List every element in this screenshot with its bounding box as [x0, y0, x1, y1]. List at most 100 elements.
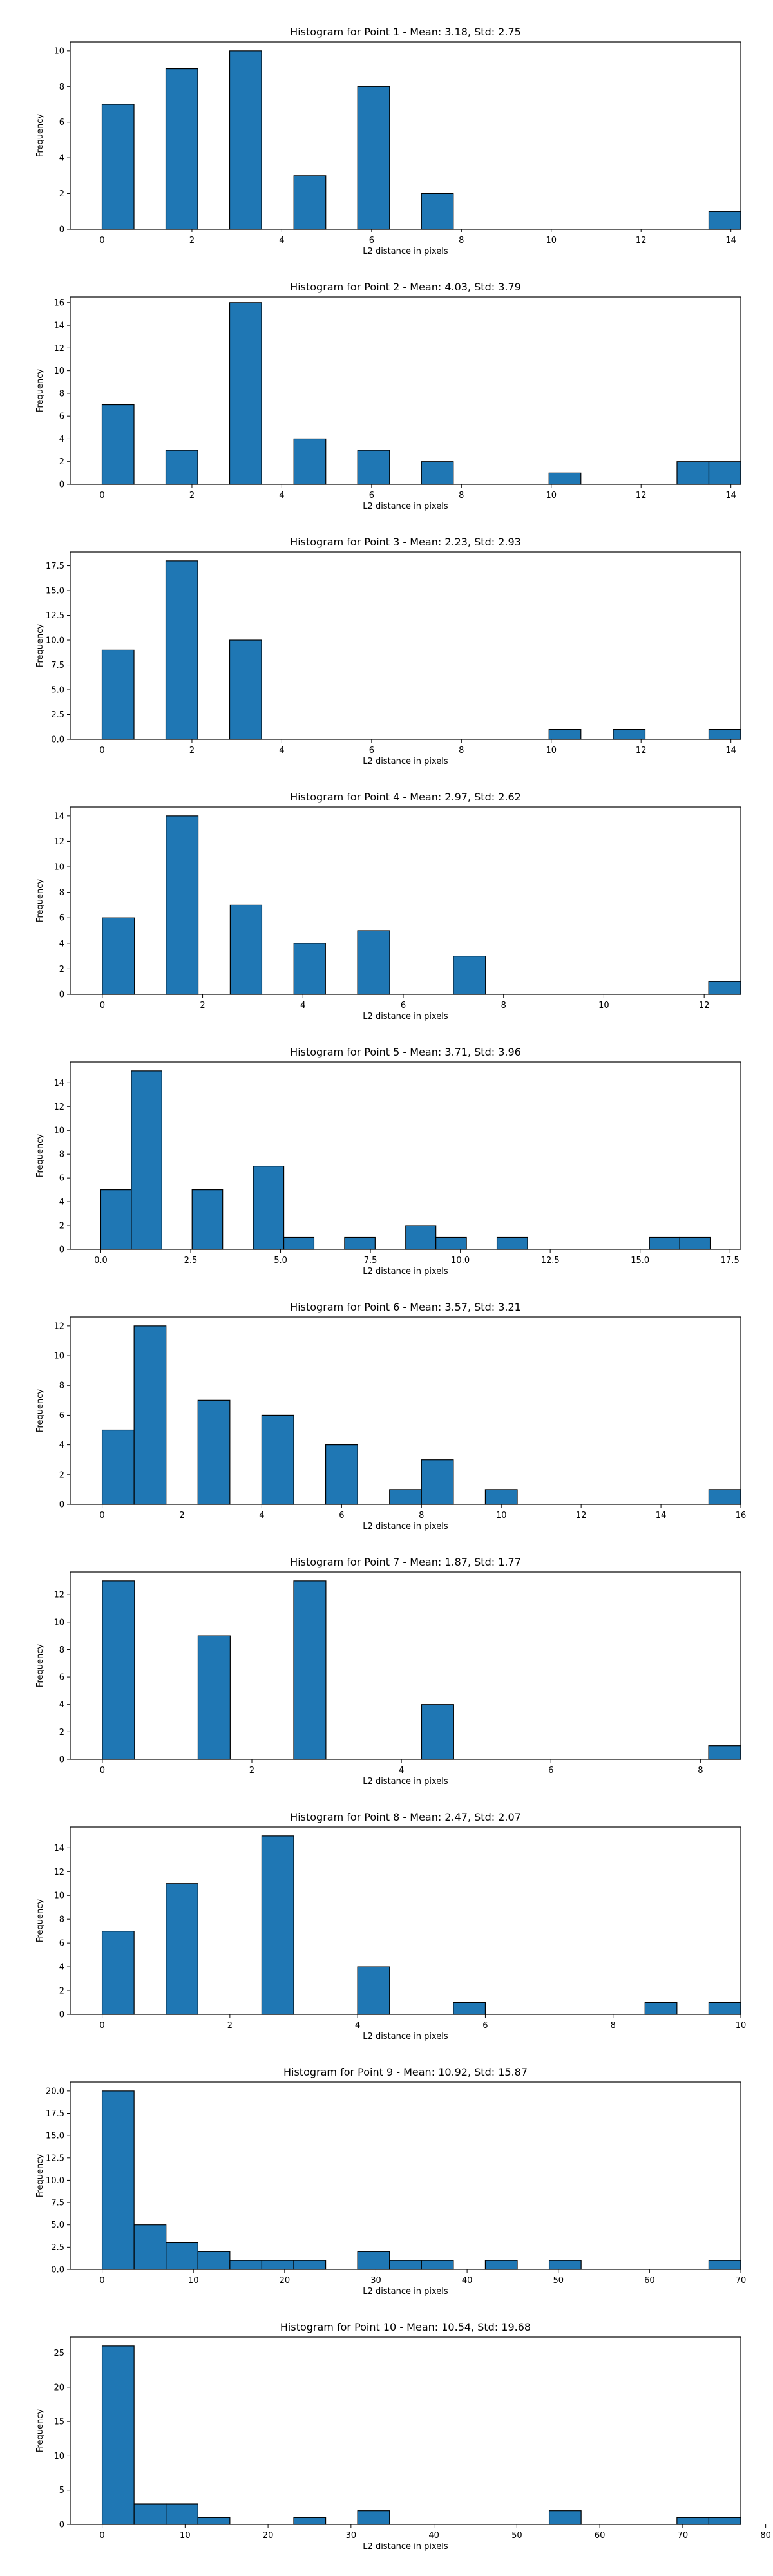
histogram-bar [165, 450, 198, 485]
histogram-bars [101, 2345, 741, 2525]
y-tick-label: 0 [59, 2011, 64, 2020]
histogram-bar [101, 649, 135, 740]
histogram-bar [421, 461, 454, 485]
y-tick-label: 2.5 [51, 2243, 64, 2253]
y-axis-label: Frequency [35, 1644, 45, 1687]
axes-frame [70, 1571, 741, 1760]
histogram-panel-4: 0 2 4 6 8 10 12 0 2 4 6 8 10 12 14 Histogram for Point … [0, 766, 773, 1021]
histogram-bar [101, 1931, 135, 2015]
histogram-bars [101, 302, 741, 485]
x-tick-label: 0 [100, 1766, 105, 1776]
chart-title: Histogram for Point 4 - Mean: 2.97, Std:… [290, 791, 521, 803]
axes-frame [70, 1061, 741, 1250]
x-tick-label: 70 [678, 2531, 689, 2541]
histogram-bar [229, 2260, 263, 2270]
y-tick-label: 2 [59, 1987, 64, 1996]
chart-title: Histogram for Point 1 - Mean: 3.18, Std:… [290, 26, 521, 38]
histogram-bar [548, 2260, 582, 2270]
y-tick-label: 7.5 [51, 661, 64, 670]
x-tick-label: 30 [346, 2531, 357, 2541]
histogram-bar [133, 2224, 167, 2270]
y-tick-label: 15.0 [46, 2132, 64, 2141]
chart-title: Histogram for Point 8 - Mean: 2.47, Std:… [290, 1811, 521, 1823]
histogram-svg: 0 10 20 30 40 50 60 70 80 0 5 10 15 20 25 Histogram for… [35, 2321, 771, 2551]
y-tick-label: 0 [59, 480, 64, 490]
histogram-bar [421, 2260, 454, 2270]
x-tick-label: 0 [100, 1001, 105, 1010]
x-tick-label: 8 [459, 491, 464, 500]
histogram-bar [389, 1489, 422, 1505]
histogram-bar [548, 729, 582, 740]
histogram-bar [101, 104, 135, 230]
y-axis-label: Frequency [35, 1389, 45, 1432]
histogram-bars [102, 1580, 741, 1760]
histogram-bar [293, 2517, 327, 2525]
x-tick-label: 10 [598, 1001, 609, 1010]
y-tick-label: 0 [59, 225, 64, 235]
x-tick-label: 8 [459, 236, 464, 245]
x-axis-label: L2 distance in pixels [363, 2032, 448, 2041]
x-tick-label: 6 [401, 1001, 406, 1010]
histogram-bar [100, 1189, 132, 1250]
histogram-bar [679, 1236, 711, 1250]
histogram-bar [101, 404, 135, 485]
histogram-panel-8: 0 2 4 6 8 10 0 2 4 6 8 10 12 14 Histogram for Point 8 … [0, 1786, 773, 2041]
histogram-bar [165, 560, 198, 740]
histogram-bar [708, 1745, 741, 1760]
histogram-svg: 0 2 4 6 8 10 12 14 0 2 4 6 8 10 12 14 16 Histogram for Po… [35, 281, 741, 511]
y-tick-label: 10 [53, 46, 64, 56]
histogram-bar [166, 1883, 198, 2015]
x-tick-label: 10 [546, 236, 557, 245]
chart-title: Histogram for Point 9 - Mean: 10.92, Std… [283, 2066, 528, 2078]
y-tick-label: 10 [53, 1618, 64, 1627]
x-tick-label: 0 [99, 491, 104, 500]
histogram-bar [253, 1166, 285, 1250]
x-tick-label: 8 [501, 1001, 506, 1010]
histogram-svg: 0.0 2.5 5.0 7.5 10.0 12.5 15.0 17.5 0 2 4 6 8 10 12 14 H… [35, 1046, 741, 1276]
y-tick-label: 10 [53, 1126, 64, 1136]
x-tick-label: 10 [188, 2276, 199, 2286]
y-tick-label: 12 [53, 1868, 64, 1877]
x-tick-label: 70 [736, 2276, 747, 2286]
histogram-bar [293, 943, 326, 995]
histogram-bar [165, 68, 198, 230]
histogram-bar [166, 2503, 198, 2525]
histogram-panel-9: 0 10 20 30 40 50 60 70 0.0 2.5 5.0 7.5 10.0 12.5 15.0 1… [0, 2041, 773, 2296]
y-tick-label: 14 [53, 811, 64, 821]
x-tick-label: 30 [370, 2276, 381, 2286]
axes-frame [70, 2336, 741, 2525]
histogram-bar [101, 2090, 135, 2270]
y-tick-label: 20 [53, 2383, 64, 2392]
x-tick-label: 0 [99, 236, 104, 245]
histogram-svg: 0 10 20 30 40 50 60 70 0.0 2.5 5.0 7.5 10.0 12.5 15.0 1… [35, 2066, 747, 2296]
axes-frame [70, 41, 741, 230]
histogram-bar [357, 2510, 390, 2525]
axes-frame [70, 1826, 741, 2015]
histogram-bar [676, 461, 710, 485]
x-tick-label: 20 [280, 2276, 291, 2286]
histogram-bar [293, 1580, 327, 1760]
histogram-bar [102, 1580, 135, 1760]
histogram-bar [133, 2503, 167, 2525]
y-tick-label: 2 [59, 1470, 64, 1480]
histogram-bar [548, 472, 582, 485]
x-tick-label: 40 [428, 2531, 439, 2541]
histogram-bar [197, 2251, 231, 2270]
histogram-bar [435, 1236, 467, 1250]
histogram-svg: 0 2 4 6 8 0 2 4 6 8 10 12 Histogram for Point 7 - Me… [35, 1556, 741, 1786]
y-tick-label: 0.0 [51, 2266, 64, 2275]
axes-frame [70, 2081, 741, 2270]
histogram-bar [649, 1236, 680, 1250]
y-tick-label: 14 [53, 321, 64, 331]
histogram-bar [197, 1635, 231, 1760]
y-tick-label: 4 [59, 1441, 64, 1450]
x-tick-label: 60 [595, 2531, 606, 2541]
histogram-bar [708, 461, 741, 485]
histogram-panel-2: 0 2 4 6 8 10 12 14 0 2 4 6 8 10 12 14 16 Histogram for Po… [0, 256, 773, 511]
histogram-bar [357, 450, 390, 485]
x-tick-label: 2 [189, 746, 195, 755]
y-tick-label: 8 [59, 888, 64, 898]
x-tick-label: 16 [736, 1511, 747, 1520]
x-tick-label: 4 [259, 1511, 264, 1520]
y-tick-label: 7.5 [51, 2199, 64, 2208]
